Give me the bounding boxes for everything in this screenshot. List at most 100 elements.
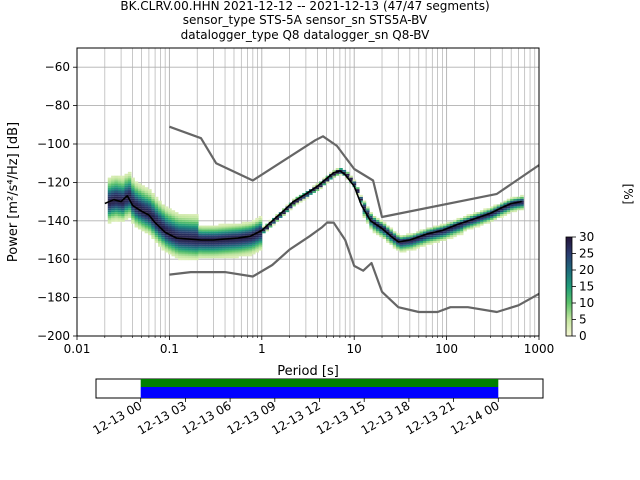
heatmap-cell [473, 214, 477, 216]
heatmap-cell [181, 256, 186, 259]
y-tick-label: −180 [37, 291, 70, 305]
heatmap-cell [228, 223, 233, 226]
heatmap-cell [489, 217, 494, 220]
heatmap-cell [486, 216, 491, 218]
heatmap-cell [225, 229, 229, 232]
heatmap-cell [221, 229, 226, 232]
heatmap-cell [362, 216, 367, 218]
heatmap-cell [137, 196, 142, 199]
heatmap-cell [218, 252, 223, 255]
heatmap-cell [201, 233, 206, 236]
heatmap-cell [141, 191, 145, 193]
heatmap-cell [409, 246, 414, 249]
heatmap-cell [329, 175, 333, 178]
heatmap-cell [419, 242, 424, 245]
heatmap-cell [144, 225, 149, 228]
heatmap-cell [493, 208, 498, 211]
heatmap-cell [191, 256, 196, 259]
heatmap-cell [201, 254, 206, 257]
heatmap-cell [245, 227, 249, 230]
heatmap-cell [238, 244, 243, 247]
heatmap-cell [168, 242, 172, 245]
heatmap-cell [255, 221, 259, 224]
heatmap-cell [131, 177, 135, 180]
heatmap-cell [443, 239, 447, 241]
heatmap-cell [506, 206, 511, 209]
heatmap-cell [215, 231, 219, 234]
heatmap-cell [282, 212, 286, 215]
heatmap-cell [392, 240, 397, 243]
heatmap-cell [258, 223, 263, 226]
heatmap-cell [322, 177, 327, 180]
heatmap-cell [379, 223, 384, 226]
heatmap-cell [171, 229, 176, 232]
heatmap-cell [121, 196, 125, 199]
heatmap-cell [245, 233, 249, 236]
heatmap-cell [496, 212, 501, 215]
heatmap-cell [399, 250, 404, 253]
heatmap-cell [168, 235, 172, 238]
heatmap-cell [178, 229, 182, 232]
heatmap-cell [439, 225, 444, 228]
heatmap-cell [127, 210, 132, 213]
heatmap-cell [151, 235, 156, 238]
heatmap-cell [510, 196, 514, 199]
heatmap-cell [131, 219, 135, 222]
heatmap-cell [121, 181, 125, 184]
heatmap-cell [399, 244, 404, 247]
colorbar-tick-label: 0 [579, 329, 587, 343]
heatmap-cell [389, 240, 394, 243]
heatmap-cell [127, 208, 132, 211]
heatmap-cell [147, 208, 152, 211]
heatmap-cell [439, 233, 444, 236]
heatmap-cell [191, 229, 196, 232]
heatmap-cell [154, 240, 159, 243]
heatmap-cell [111, 216, 115, 218]
heatmap-cell [191, 221, 196, 224]
heatmap-cell [117, 177, 122, 180]
heatmap-cell [201, 227, 206, 230]
heatmap-cell [144, 219, 149, 222]
heatmap-cell [194, 246, 199, 249]
heatmap-cell [372, 227, 377, 230]
heatmap-cell [506, 198, 511, 201]
heatmap-cell [459, 233, 464, 236]
heatmap-cell [201, 244, 206, 247]
heatmap-cell [483, 212, 487, 215]
heatmap-cell [114, 191, 119, 193]
heatmap-cell [111, 219, 115, 222]
heatmap-cell [305, 192, 310, 195]
heatmap-cell [198, 250, 202, 253]
heatmap-cell [191, 246, 196, 249]
heatmap-cell [198, 227, 202, 230]
heatmap-cell [225, 252, 229, 255]
heatmap-cell [178, 252, 182, 255]
timeline-tick-label: 12-13 09 [225, 398, 279, 437]
heatmap-cell [221, 233, 226, 236]
heatmap-cell [144, 198, 149, 201]
heatmap-cell [443, 225, 447, 228]
heatmap-cell [261, 231, 266, 234]
heatmap-cell [188, 233, 192, 236]
heatmap-cell [134, 217, 139, 220]
heatmap-cell [245, 225, 249, 228]
heatmap-cell [181, 233, 186, 236]
heatmap-cell [365, 206, 370, 209]
heatmap-cell [503, 202, 508, 205]
heatmap-cell [251, 225, 256, 228]
heatmap-cell [168, 212, 172, 215]
heatmap-cell [188, 225, 192, 228]
timeline-tick-label: 12-13 03 [135, 398, 189, 437]
heatmap-cell [131, 192, 135, 195]
heatmap-cell [225, 235, 229, 238]
heatmap-cell [134, 200, 139, 203]
heatmap-cell [372, 217, 377, 220]
heatmap-cell [124, 206, 129, 209]
heatmap-cell [117, 216, 122, 218]
heatmap-cell [520, 200, 524, 203]
heatmap-cell [117, 189, 122, 192]
heatmap-cell [443, 235, 447, 238]
heatmap-cell [476, 214, 481, 216]
heatmap-cell [178, 256, 182, 259]
heatmap-cell [117, 194, 122, 197]
